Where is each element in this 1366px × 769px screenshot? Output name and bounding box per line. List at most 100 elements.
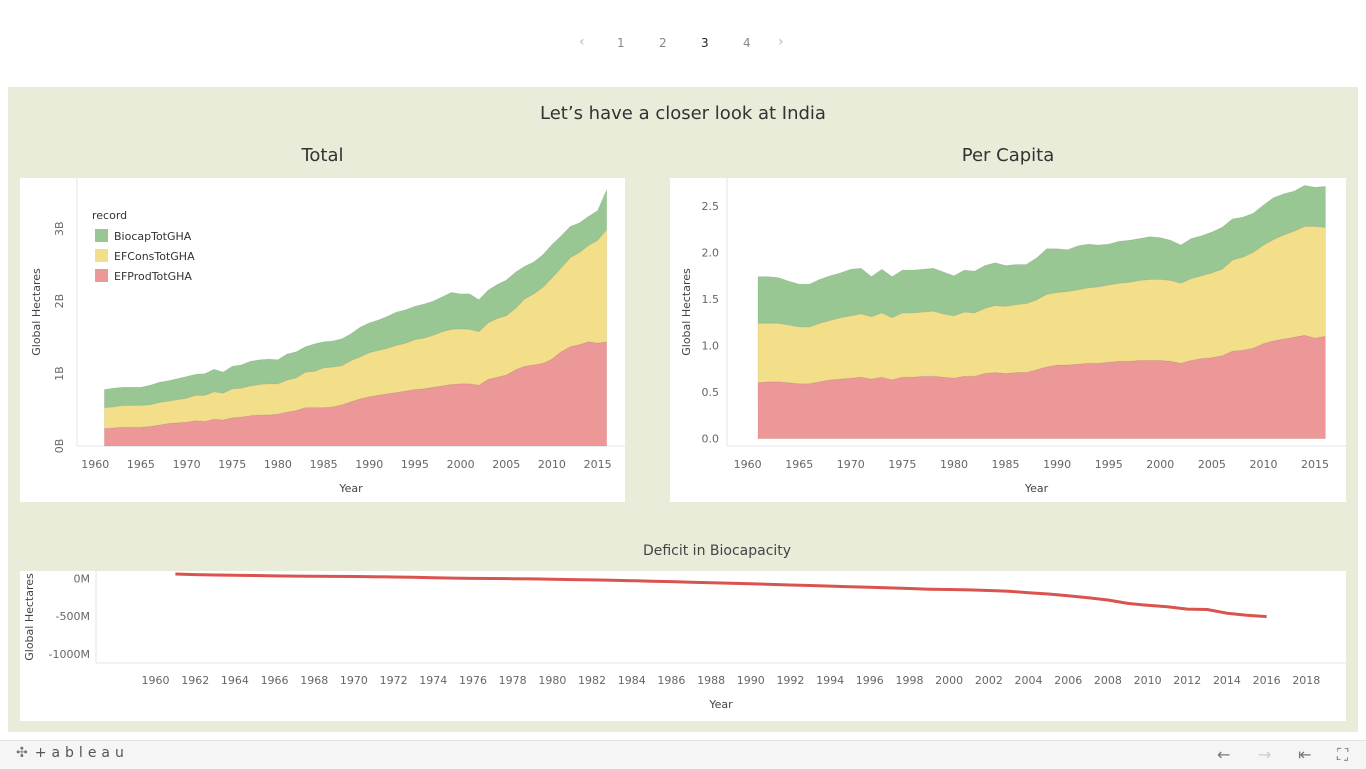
bottom-toolbar: ✣ +ableau ← → ⇤ ⛶ (0, 740, 1366, 769)
x-tick-label: 1960 (734, 458, 762, 471)
y-tick-label: 0.5 (702, 386, 720, 399)
x-axis-label: Year (1024, 482, 1049, 495)
y-axis-label: Global Hectares (680, 268, 693, 356)
x-tick-label: 1970 (340, 674, 368, 687)
x-tick-label: 2016 (1253, 674, 1281, 687)
x-tick-label: 2014 (1213, 674, 1241, 687)
area-series-biocaptotgha (104, 189, 608, 409)
x-tick-label: 2015 (1301, 458, 1329, 471)
x-tick-label: 1995 (401, 458, 429, 471)
legend-swatch-efconstotgha (95, 249, 108, 262)
x-tick-label: 1970 (837, 458, 865, 471)
x-tick-label: 1970 (173, 458, 201, 471)
x-tick-label: 1998 (895, 674, 923, 687)
percapita-chart-panel[interactable]: 1960 1965 1970 1975 1980 1985 1990 1995 2000 2005… (670, 178, 1346, 502)
fullscreen-icon[interactable]: ⛶ (1337, 745, 1349, 764)
legend-entry: EFConsTotGHA (114, 250, 195, 263)
x-axis-label: Year (708, 698, 733, 711)
percapita-title: Per Capita (961, 145, 1055, 166)
x-tick-label: 2004 (1015, 674, 1043, 687)
deficit-line-chart[interactable]: 1960 1962 1964 1966 1968 1970 1972 1974 1976 1978… (20, 571, 1346, 721)
y-tick-label: 2.0 (702, 246, 720, 259)
area-series-biocaptotgha (757, 184, 1326, 328)
y-tick-label: 0.0 (702, 433, 720, 446)
x-tick-label: 1974 (419, 674, 447, 687)
x-tick-label: 1978 (499, 674, 527, 687)
x-tick-label: 2005 (1198, 458, 1226, 471)
x-tick-label: 2008 (1094, 674, 1122, 687)
x-tick-label: 1990 (355, 458, 383, 471)
page-2-link[interactable]: 2 (659, 36, 667, 50)
x-tick-label: 1986 (657, 674, 685, 687)
y-tick-label: 0B (53, 439, 66, 454)
x-tick-label: 2005 (492, 458, 520, 471)
x-tick-label: 2012 (1173, 674, 1201, 687)
deficit-series-line (175, 572, 1267, 619)
x-tick-label: 1968 (300, 674, 328, 687)
x-tick-label: 1980 (940, 458, 968, 471)
x-tick-label: 1995 (1095, 458, 1123, 471)
x-tick-label: 1990 (737, 674, 765, 687)
total-area-chart[interactable]: 1960 1965 1970 1975 1980 1985 1990 1995 2000 2005… (20, 178, 625, 502)
x-tick-label: 1996 (856, 674, 884, 687)
x-tick-label: 1982 (578, 674, 606, 687)
area-series-efconstotgha (757, 226, 1326, 385)
tableau-logo[interactable]: ✣ +ableau (16, 745, 129, 761)
x-tick-label: 1988 (697, 674, 725, 687)
x-tick-label: 1985 (310, 458, 338, 471)
x-tick-label: 2000 (935, 674, 963, 687)
tableau-cross-icon: ✣ (16, 745, 33, 761)
redo-arrow-icon[interactable]: → (1258, 745, 1272, 764)
x-tick-label: 1975 (888, 458, 916, 471)
tableau-logo-text: +ableau (34, 745, 129, 761)
x-tick-label: 2000 (447, 458, 475, 471)
y-axis-label: Global Hectares (30, 268, 43, 356)
page-3-link[interactable]: 3 (701, 36, 709, 50)
legend-swatch-biocaptotgha (95, 229, 108, 242)
x-tick-label: 2010 (1249, 458, 1277, 471)
x-tick-label: 2010 (1134, 674, 1162, 687)
chevron-right-icon[interactable]: › (778, 34, 784, 50)
chevron-left-icon[interactable]: ‹ (579, 34, 585, 50)
percapita-area-chart[interactable]: 1960 1965 1970 1975 1980 1985 1990 1995 2000 2005… (670, 178, 1346, 502)
y-axis-label: Global Hectares (23, 573, 36, 661)
x-tick-label: 1975 (218, 458, 246, 471)
dashboard-title: Let’s have a closer look at India (540, 103, 826, 124)
page-4-link[interactable]: 4 (743, 36, 751, 50)
x-tick-label: 2000 (1146, 458, 1174, 471)
y-tick-label: 2.5 (702, 200, 720, 213)
x-tick-label: 1985 (992, 458, 1020, 471)
deficit-chart-panel[interactable]: 1960 1962 1964 1966 1968 1970 1972 1974 1976 1978… (20, 571, 1346, 721)
x-tick-label: 1980 (538, 674, 566, 687)
dashboard: Let’s have a closer look at India Total … (8, 87, 1358, 732)
total-chart-panel[interactable]: 1960 1965 1970 1975 1980 1985 1990 1995 2000 2005… (20, 178, 625, 502)
y-tick-label: 3B (53, 221, 66, 236)
x-tick-label: 1964 (221, 674, 249, 687)
x-tick-label: 1960 (142, 674, 170, 687)
y-tick-label: 1.0 (702, 340, 720, 353)
x-tick-label: 2006 (1054, 674, 1082, 687)
y-tick-label: 0M (74, 573, 91, 586)
y-tick-label: 1.5 (702, 293, 720, 306)
undo-arrow-icon[interactable]: ← (1217, 745, 1231, 764)
y-tick-label: 1B (53, 366, 66, 381)
y-tick-label: -500M (56, 610, 90, 623)
page-1-link[interactable]: 1 (617, 36, 625, 50)
x-axis-label: Year (338, 482, 363, 495)
x-tick-label: 2018 (1292, 674, 1320, 687)
page-navigator: ‹ 1 2 3 4 › (0, 30, 1366, 58)
deficit-title: Deficit in Biocapacity (642, 543, 792, 559)
x-tick-label: 1965 (127, 458, 155, 471)
y-tick-label: 2B (53, 294, 66, 309)
total-title: Total (301, 145, 344, 166)
revert-icon[interactable]: ⇤ (1298, 745, 1312, 764)
legend-swatch-efprodtotgha (95, 269, 108, 282)
x-tick-label: 1976 (459, 674, 487, 687)
x-tick-label: 1965 (785, 458, 813, 471)
x-tick-label: 1990 (1043, 458, 1071, 471)
x-tick-label: 2002 (975, 674, 1003, 687)
x-tick-label: 2015 (584, 458, 612, 471)
x-tick-label: 1992 (776, 674, 804, 687)
x-tick-label: 1962 (181, 674, 209, 687)
x-tick-label: 1984 (618, 674, 646, 687)
